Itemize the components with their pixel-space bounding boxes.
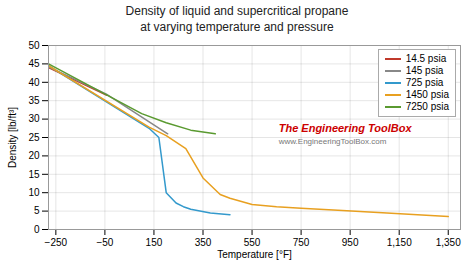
html-text:145 psia: 145 psia: [405, 65, 444, 76]
svg-text:1,150: 1,150: [387, 237, 412, 248]
svg-text:20: 20: [28, 150, 40, 161]
svg-text:25: 25: [28, 132, 40, 143]
svg-text:30: 30: [28, 113, 40, 124]
svg-text:0: 0: [34, 224, 40, 235]
svg-text:550: 550: [244, 237, 261, 248]
svg-text:350: 350: [195, 237, 212, 248]
svg-text:5: 5: [34, 205, 40, 216]
html-text:The Engineering ToolBox: The Engineering ToolBox: [278, 122, 412, 135]
html-text:725 psia: 725 psia: [405, 77, 444, 88]
html-text:1450 psia: 1450 psia: [405, 89, 449, 100]
svg-text:1,350: 1,350: [436, 237, 461, 248]
html-text:Density of liquid and supercri: Density of liquid and supercritical prop…: [125, 4, 349, 18]
svg-text:750: 750: [293, 237, 310, 248]
svg-text:−50: −50: [96, 237, 113, 248]
svg-text:150: 150: [146, 237, 163, 248]
svg-text:Temperature [°F]: Temperature [°F]: [217, 249, 292, 260]
svg-text:10: 10: [28, 187, 40, 198]
svg-text:−250: −250: [45, 237, 68, 248]
svg-text:950: 950: [342, 237, 359, 248]
svg-text:40: 40: [28, 77, 40, 88]
svg-text:Density [lb/ft³]: Density [lb/ft³]: [7, 107, 18, 168]
html-text:7250 psia: 7250 psia: [405, 101, 449, 112]
svg-text:45: 45: [28, 58, 40, 69]
html-text:at varying temperature and pre: at varying temperature and pressure: [140, 20, 334, 34]
html-text:14.5 psia: 14.5 psia: [405, 53, 447, 64]
svg-text:50: 50: [28, 40, 40, 51]
svg-text:35: 35: [28, 95, 40, 106]
svg-text:15: 15: [28, 169, 40, 180]
html-text:www.EngineeringToolBox.com: www.EngineeringToolBox.com: [278, 137, 387, 147]
